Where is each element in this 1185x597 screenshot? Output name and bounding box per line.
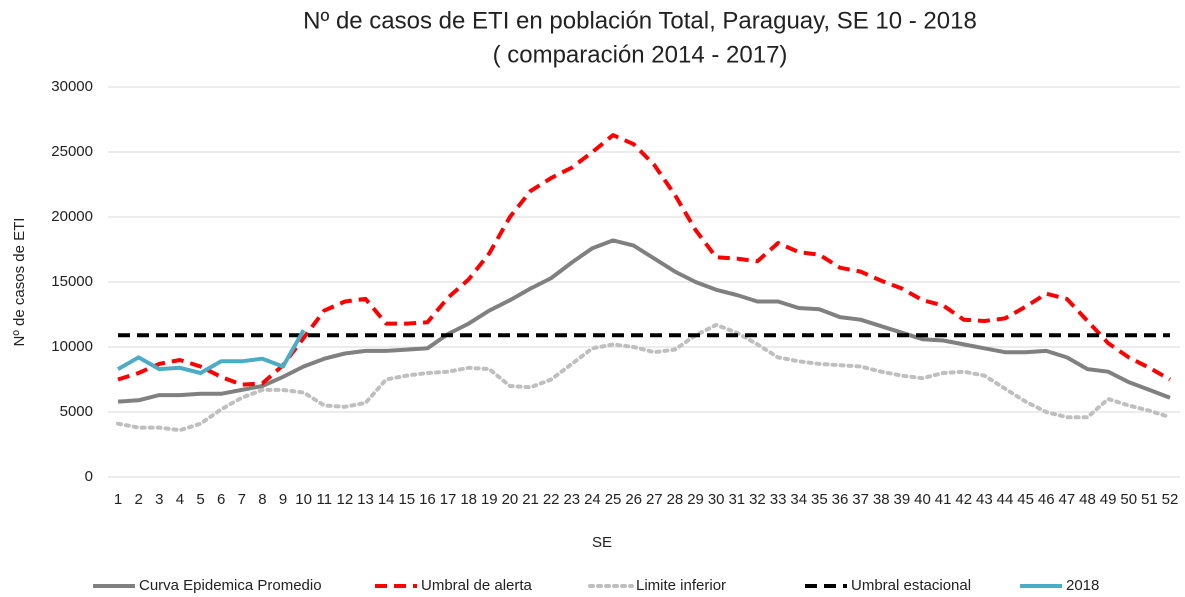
y-tick-label: 15000: [51, 273, 93, 290]
x-tick-label: 12: [337, 491, 354, 508]
y-tick-label: 20000: [51, 208, 93, 225]
x-tick-label: 2: [134, 491, 142, 508]
y-tick-label: 30000: [51, 78, 93, 95]
y-tick-label: 10000: [51, 338, 93, 355]
x-tick-label: 52: [1162, 491, 1179, 508]
x-tick-label: 14: [378, 491, 395, 508]
x-tick-label: 40: [914, 491, 931, 508]
x-tick-label: 25: [605, 491, 622, 508]
x-tick-label: 11: [316, 491, 332, 508]
x-tick-label: 9: [279, 491, 287, 508]
legend-label: Umbral de alerta: [421, 577, 533, 594]
x-tick-label: 41: [935, 491, 952, 508]
x-tick-label: 29: [687, 491, 704, 508]
x-tick-label: 27: [646, 491, 663, 508]
x-axis-label: SE: [592, 534, 612, 551]
y-tick-label: 5000: [60, 403, 93, 420]
x-tick-label: 35: [811, 491, 828, 508]
x-tick-label: 32: [749, 491, 766, 508]
legend-label: 2018: [1066, 577, 1099, 594]
x-tick-label: 38: [873, 491, 890, 508]
x-tick-label: 20: [502, 491, 519, 508]
x-tick-label: 1: [114, 491, 122, 508]
x-tick-label: 19: [481, 491, 498, 508]
chart-subtitle: ( comparación 2014 - 2017): [493, 41, 788, 68]
x-tick-label: 15: [398, 491, 415, 508]
x-tick-label: 8: [258, 491, 266, 508]
x-tick-label: 5: [196, 491, 204, 508]
legend-label: Limite inferior: [636, 577, 726, 594]
x-tick-label: 21: [522, 491, 539, 508]
x-tick-label: 7: [238, 491, 246, 508]
x-tick-label: 26: [625, 491, 642, 508]
x-tick-label: 22: [543, 491, 560, 508]
x-tick-label: 49: [1100, 491, 1117, 508]
x-tick-label: 16: [419, 491, 436, 508]
x-tick-label: 30: [708, 491, 725, 508]
series-line: [116, 322, 1172, 433]
x-tick-label: 6: [217, 491, 225, 508]
x-tick-label: 23: [563, 491, 580, 508]
x-tick-label: 46: [1038, 491, 1055, 508]
x-tick-label: 45: [1017, 491, 1034, 508]
x-tick-label: 18: [460, 491, 477, 508]
x-tick-label: 51: [1141, 491, 1158, 508]
x-tick-label: 37: [852, 491, 869, 508]
legend-label: Curva Epidemica Promedio: [139, 577, 322, 594]
x-tick-label: 31: [728, 491, 745, 508]
series-line: [117, 329, 306, 375]
chart-title: Nº de casos de ETI en población Total, P…: [303, 7, 977, 34]
x-tick-label: 48: [1079, 491, 1096, 508]
x-tick-label: 44: [997, 491, 1014, 508]
y-tick-label: 25000: [51, 143, 93, 160]
x-tick-label: 47: [1059, 491, 1076, 508]
x-tick-label: 28: [667, 491, 684, 508]
x-tick-label: 39: [893, 491, 910, 508]
x-tick-label: 10: [295, 491, 312, 508]
x-tick-label: 36: [832, 491, 849, 508]
x-tick-label: 24: [584, 491, 601, 508]
x-tick-label: 17: [440, 491, 457, 508]
x-tick-label: 34: [790, 491, 807, 508]
y-axis-label: Nº de casos de ETI: [11, 218, 28, 347]
x-tick-label: 42: [955, 491, 972, 508]
x-tick-label: 33: [770, 491, 787, 508]
x-tick-label: 50: [1120, 491, 1137, 508]
legend-label: Umbral estacional: [851, 577, 971, 594]
x-tick-label: 4: [176, 491, 184, 508]
x-tick-label: 43: [976, 491, 993, 508]
series-line: [117, 238, 1171, 404]
y-tick-label: 0: [85, 468, 93, 485]
x-tick-label: 3: [155, 491, 163, 508]
x-tick-label: 13: [357, 491, 374, 508]
